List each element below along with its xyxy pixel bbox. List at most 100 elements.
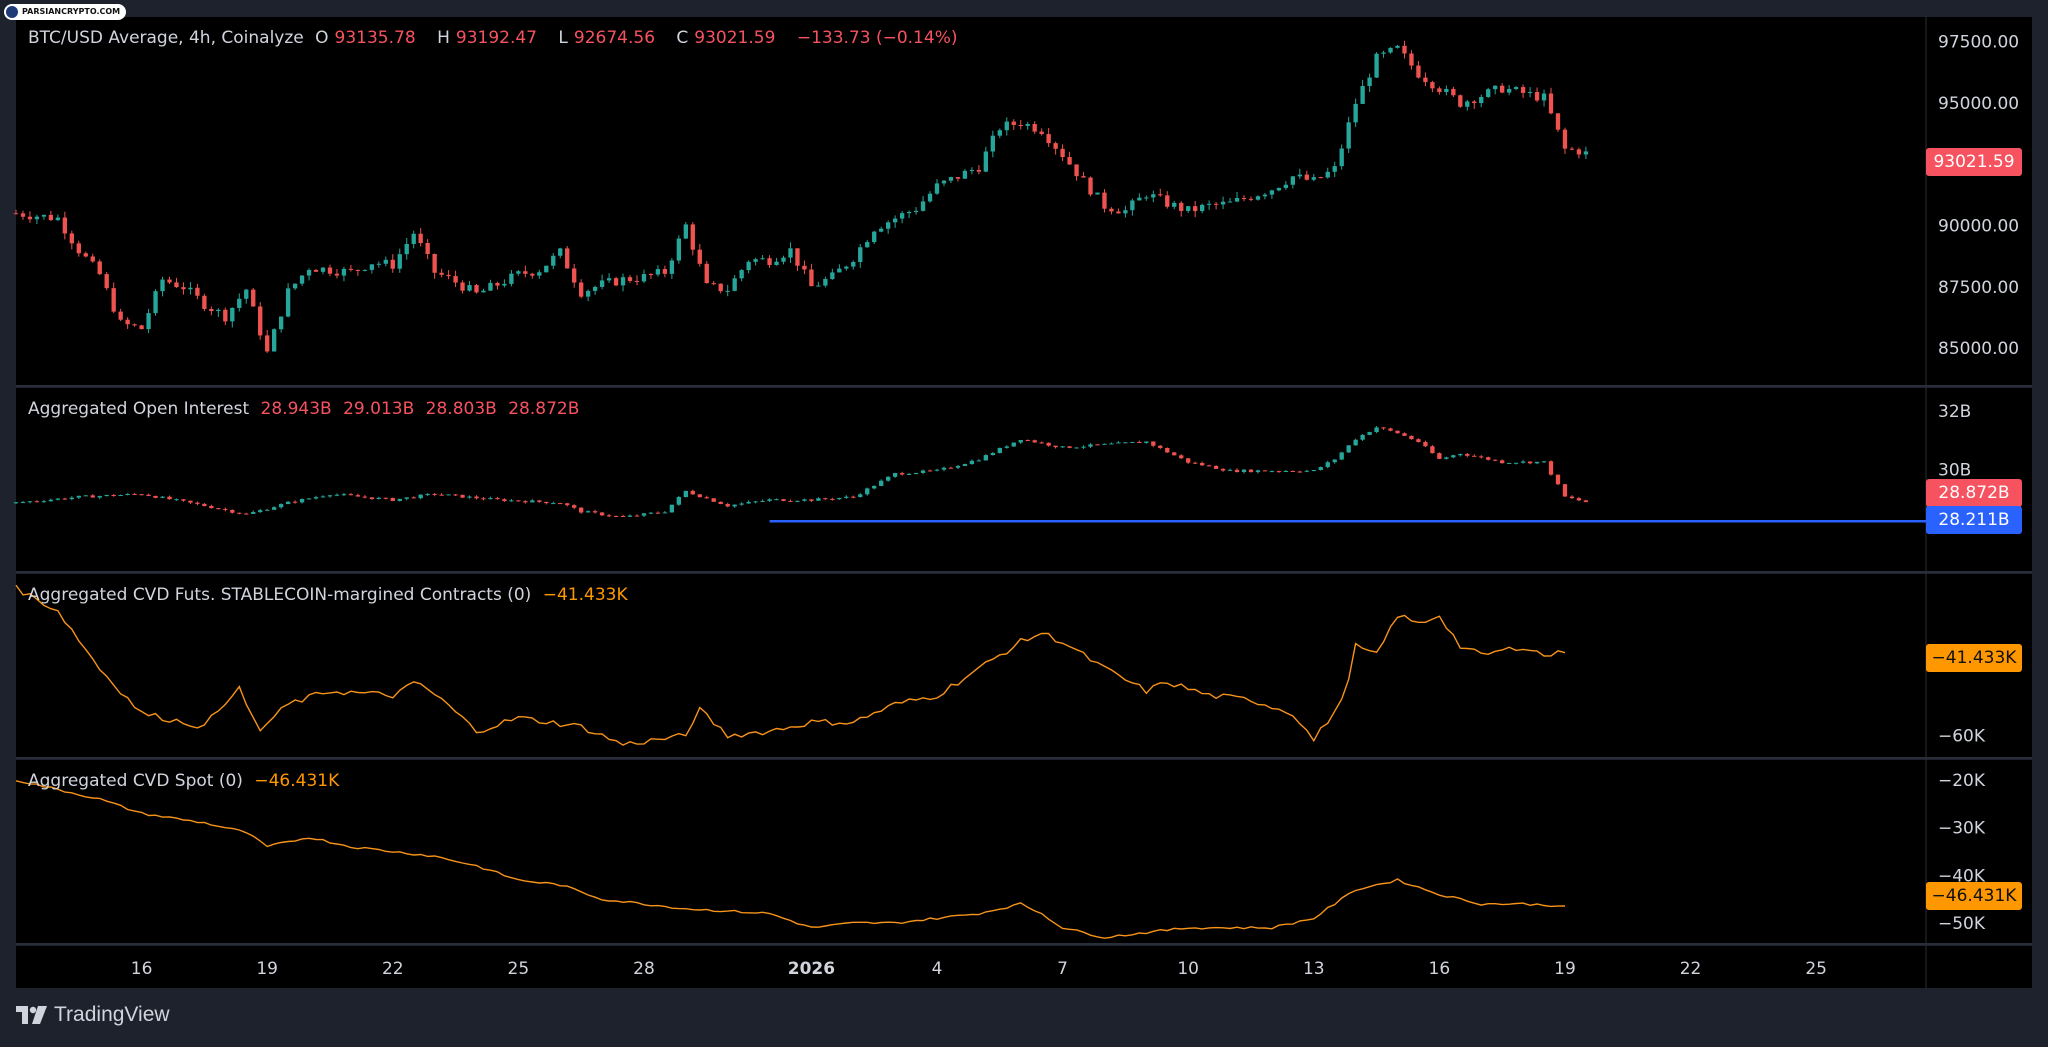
tradingview-logo-icon [16,1006,47,1024]
price-candle [558,248,563,256]
oi-candle [530,500,535,503]
oi-candles [13,425,1589,518]
oi-candle [858,494,863,497]
price-candle [1562,129,1568,149]
oi-candle [355,495,361,497]
price-candle [1318,177,1323,179]
price-candle [244,289,249,299]
price-candle [1199,204,1205,212]
oi-pane-background [16,388,2032,571]
price-candle [1465,101,1470,107]
price-candle [530,273,535,276]
oi-candle [774,499,779,501]
price-candle [579,282,584,297]
price-candle [1123,210,1128,214]
oi-candle [760,500,765,502]
price-candle [383,259,388,264]
price-candle [1018,125,1023,127]
price-candle [278,316,284,330]
price-candle [955,177,961,179]
price-candle [1423,77,1428,83]
price-candle [265,335,270,352]
oi-candle [1472,455,1477,457]
cvd-spot-legend[interactable]: Aggregated CVD Spot (0) −46.431K [28,771,345,791]
oi-candle [230,509,235,513]
oi-legend[interactable]: Aggregated Open Interest 28.943B 29.013B… [28,399,585,419]
price-candle [1374,53,1379,78]
price-candle [125,319,130,325]
price-candle [1053,143,1058,149]
watermark-logo: PARSIANCRYPTO.COM [4,4,127,20]
oi-candle [1304,470,1309,472]
price-candle [1437,88,1442,93]
oi-open-value: 28.943B [260,399,332,419]
oi-candle [1583,500,1589,503]
cvd_futs-series-line [15,584,1566,746]
price-candle [872,231,877,243]
x-tick-label: 4 [932,959,943,979]
oi-candle [160,496,165,498]
price-candle [844,266,849,269]
oi-candle [502,499,507,502]
price-candle [920,201,926,211]
price-candle [823,278,828,286]
oi-candle [1137,441,1142,443]
price-candle [1269,190,1275,195]
oi-candle [320,496,326,498]
price-candle [1500,85,1505,93]
price-candle [83,253,88,257]
oi-candle [1451,455,1456,458]
oi-candle [97,496,102,498]
oi-candle [362,496,368,498]
price-candle [851,261,856,267]
price-legend[interactable]: BTC/USD Average, 4h, Coinalyze O 93135.78… [28,28,963,48]
price-candle [1430,82,1435,89]
oi-candle [879,480,884,486]
price-candle [160,279,165,292]
price-candle [202,295,207,309]
price-candle [1116,211,1121,214]
oi-candle [69,497,74,500]
price-candle [153,291,158,314]
x-tick-label: 25 [1805,959,1827,979]
price-candle [1353,103,1358,123]
low-value: 92674.56 [573,28,656,48]
cvd-futs-legend[interactable]: Aggregated CVD Futs. STABLECOIN-margined… [28,585,634,605]
price-candle [341,268,347,276]
oi-candle [327,495,333,497]
price-candle [369,264,375,270]
x-tick-label: 10 [1177,959,1199,979]
price-candle [118,311,123,320]
x-tick-label: 25 [508,959,530,979]
price-candle [1513,87,1519,89]
price-candle [913,210,919,212]
oi-candle [1011,442,1016,447]
oi-candle [516,500,521,502]
oi-candle [1060,446,1065,448]
price-candle [348,268,354,270]
price-candle [1130,200,1135,211]
price-candle [1074,164,1079,177]
price-candle [111,288,116,312]
price-candle [613,278,619,286]
price-candle [376,263,381,265]
tradingview-brand[interactable]: TradingView [16,1001,170,1029]
price-candle [258,306,263,336]
price-candle [606,278,612,281]
price-y-tick: 87500.00 [1938,278,2019,298]
price-candle [313,270,319,272]
oi-candle [927,470,933,472]
price-candle [502,283,507,286]
price-candle [146,313,151,330]
oi-candle [118,495,123,497]
price-candle [48,214,54,221]
oi-candle [976,460,982,462]
price-candle [746,261,751,271]
oi-candle [1234,469,1240,473]
oi-candle [299,498,305,503]
low-label: L [558,28,568,48]
oi-candle [1241,469,1247,473]
oi-candle [683,490,688,498]
oi-candle [209,506,214,509]
